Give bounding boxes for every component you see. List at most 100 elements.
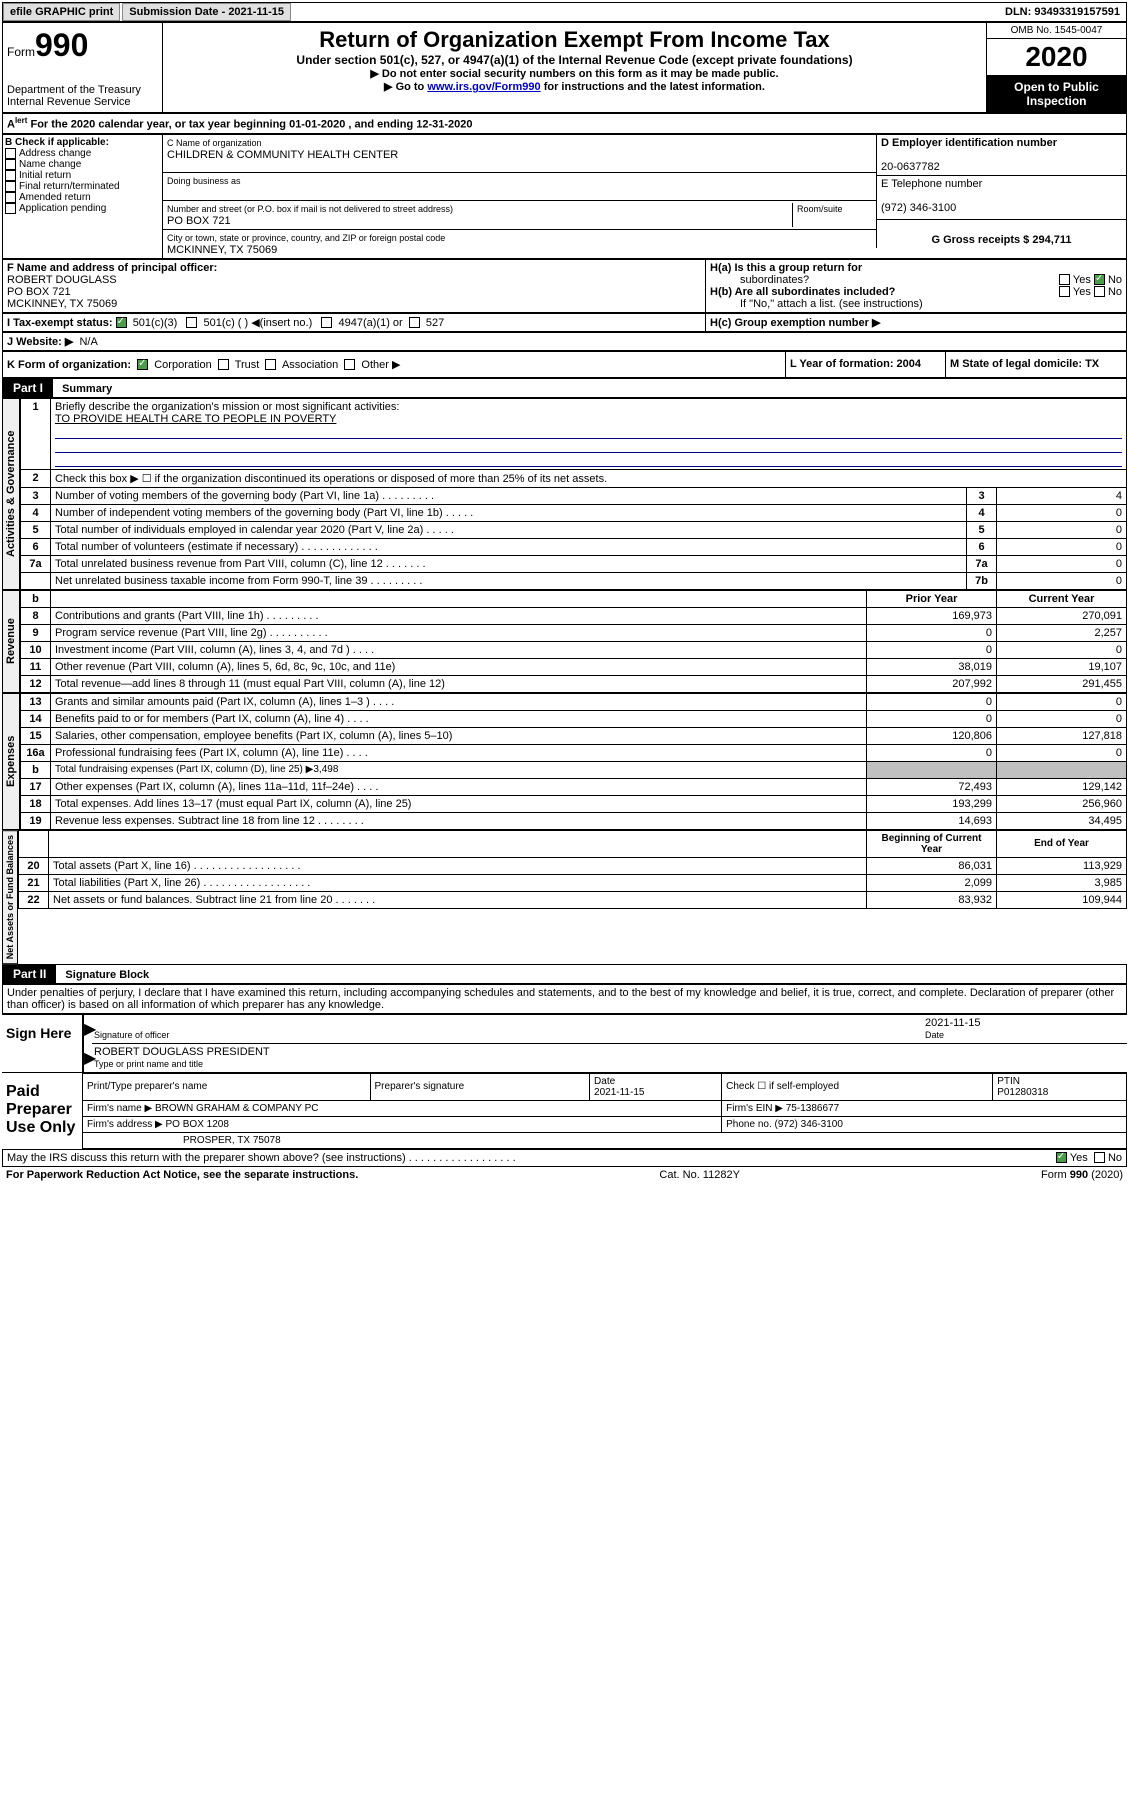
prep-date: 2021-11-15 bbox=[594, 1087, 644, 1098]
dba-label: Doing business as bbox=[167, 176, 241, 186]
year-formation: L Year of formation: 2004 bbox=[790, 358, 921, 370]
mission-text: TO PROVIDE HEALTH CARE TO PEOPLE IN POVE… bbox=[55, 413, 336, 425]
j-label: J Website: ▶ bbox=[7, 336, 73, 348]
table-row: 7aTotal unrelated business revenue from … bbox=[21, 555, 1127, 572]
chk-ha-yes[interactable] bbox=[1059, 274, 1070, 285]
part1-title: Summary bbox=[56, 383, 112, 395]
form-header: Form990 Department of the Treasury Inter… bbox=[2, 22, 1127, 113]
table-row: 19Revenue less expenses. Subtract line 1… bbox=[21, 812, 1127, 829]
b-label: B Check if applicable: bbox=[5, 137, 109, 148]
phone: (972) 346-3100 bbox=[881, 202, 956, 214]
table-row: 14Benefits paid to or for members (Part … bbox=[21, 710, 1127, 727]
self-employed-check: Check ☐ if self-employed bbox=[722, 1073, 993, 1100]
form-990-label: Form990 bbox=[7, 27, 158, 64]
website-row: J Website: ▶ N/A bbox=[2, 332, 1127, 351]
table-row: 13Grants and similar amounts paid (Part … bbox=[21, 693, 1127, 710]
table-row: bTotal fundraising expenses (Part IX, co… bbox=[21, 761, 1127, 778]
main-title: Return of Organization Exempt From Incom… bbox=[167, 27, 982, 53]
table-row: 16aProfessional fundraising fees (Part I… bbox=[21, 744, 1127, 761]
form-ref: 990 bbox=[1070, 1169, 1088, 1181]
chk-4947[interactable] bbox=[321, 317, 332, 328]
city-state-zip: MCKINNEY, TX 75069 bbox=[167, 244, 277, 256]
chk-501c[interactable] bbox=[186, 317, 197, 328]
e-label: E Telephone number bbox=[881, 178, 982, 190]
date-label: Date bbox=[925, 1030, 944, 1040]
part1-header: Part I bbox=[3, 379, 53, 397]
pra-notice: For Paperwork Reduction Act Notice, see … bbox=[6, 1169, 358, 1181]
officer-group-row: F Name and address of principal officer:… bbox=[2, 259, 1127, 313]
firm-addr2: PROSPER, TX 75078 bbox=[83, 1132, 1127, 1148]
chk-other[interactable] bbox=[344, 359, 355, 370]
f-label: F Name and address of principal officer: bbox=[7, 262, 217, 274]
table-row: 15Salaries, other compensation, employee… bbox=[21, 727, 1127, 744]
website-value: N/A bbox=[79, 336, 97, 348]
chk-501c3[interactable] bbox=[116, 317, 127, 328]
chk-discuss-no[interactable] bbox=[1094, 1152, 1105, 1163]
table-row: 11Other revenue (Part VIII, column (A), … bbox=[21, 658, 1127, 675]
side-label-na: Net Assets or Fund Balances bbox=[2, 830, 18, 964]
chk-assoc[interactable] bbox=[265, 359, 276, 370]
part2-header: Part II bbox=[3, 965, 56, 983]
table-row: 4Number of independent voting members of… bbox=[21, 504, 1127, 521]
chk-ha-no[interactable] bbox=[1094, 274, 1105, 285]
tax-year: 2020 bbox=[987, 39, 1126, 76]
efile-graphic-btn[interactable]: efile GRAPHIC print bbox=[3, 3, 120, 21]
arrow-icon: ▶ bbox=[84, 1048, 92, 1068]
chk-pending[interactable] bbox=[5, 203, 16, 214]
firm-phone: (972) 346-3100 bbox=[775, 1119, 843, 1130]
table-row: 8Contributions and grants (Part VIII, li… bbox=[21, 607, 1127, 624]
chk-527[interactable] bbox=[409, 317, 420, 328]
ein: 20-0637782 bbox=[881, 161, 940, 173]
instr-privacy: ▶ Do not enter social security numbers o… bbox=[167, 67, 982, 80]
revenue-table: bPrior YearCurrent Year 8Contributions a… bbox=[20, 590, 1127, 693]
ha-sub: subordinates? bbox=[710, 274, 809, 286]
arrow-icon: ▶ bbox=[84, 1019, 92, 1039]
d-label: D Employer identification number bbox=[881, 137, 1057, 149]
tax-status-row: I Tax-exempt status: 501(c)(3) 501(c) ( … bbox=[2, 313, 1127, 332]
firm-ein: 75-1386677 bbox=[786, 1103, 839, 1114]
table-row: 12Total revenue—add lines 8 through 11 (… bbox=[21, 675, 1127, 692]
chk-name-change[interactable] bbox=[5, 159, 16, 170]
sig-officer-label: Signature of officer bbox=[94, 1030, 169, 1040]
chk-corp[interactable] bbox=[137, 359, 148, 370]
dept-label: Department of the Treasury bbox=[7, 84, 158, 96]
prep-sig-label: Preparer's signature bbox=[370, 1073, 590, 1100]
chk-discuss-yes[interactable] bbox=[1056, 1152, 1067, 1163]
form990-link[interactable]: www.irs.gov/Form990 bbox=[427, 81, 540, 93]
chk-trust[interactable] bbox=[218, 359, 229, 370]
sign-here-label: Sign Here bbox=[2, 1015, 82, 1072]
table-row: 6Total number of volunteers (estimate if… bbox=[21, 538, 1127, 555]
officer-addr1: PO BOX 721 bbox=[7, 286, 71, 298]
chk-amended[interactable] bbox=[5, 192, 16, 203]
chk-initial-return[interactable] bbox=[5, 170, 16, 181]
officer-addr2: MCKINNEY, TX 75069 bbox=[7, 298, 117, 310]
chk-hb-no[interactable] bbox=[1094, 286, 1105, 297]
table-row: 5Total number of individuals employed in… bbox=[21, 521, 1127, 538]
dln: DLN: 93493319157591 bbox=[999, 4, 1126, 20]
chk-address-change[interactable] bbox=[5, 148, 16, 159]
ag-table: 1 Briefly describe the organization's mi… bbox=[20, 398, 1127, 590]
type-name-label: Type or print name and title bbox=[94, 1059, 203, 1069]
table-row: 3Number of voting members of the governi… bbox=[21, 487, 1127, 504]
expenses-table: 13Grants and similar amounts paid (Part … bbox=[20, 693, 1127, 830]
firm-name: BROWN GRAHAM & COMPANY PC bbox=[155, 1103, 319, 1114]
city-label: City or town, state or province, country… bbox=[167, 233, 445, 243]
subtitle: Under section 501(c), 527, or 4947(a)(1)… bbox=[167, 53, 982, 67]
k-label: K Form of organization: bbox=[7, 359, 131, 371]
open-inspection: Open to Public Inspection bbox=[987, 76, 1126, 112]
gross-receipts: G Gross receipts $ 294,711 bbox=[931, 234, 1071, 246]
officer-printed-name: ROBERT DOUGLASS PRESIDENT bbox=[94, 1046, 270, 1058]
street-address: PO BOX 721 bbox=[167, 215, 231, 227]
chk-hb-yes[interactable] bbox=[1059, 286, 1070, 297]
part2-title: Signature Block bbox=[59, 969, 149, 981]
hb-label: H(b) Are all subordinates included? bbox=[710, 286, 895, 298]
side-label-exp: Expenses bbox=[2, 693, 20, 830]
prep-name-label: Print/Type preparer's name bbox=[83, 1073, 371, 1100]
sig-date: 2021-11-15 bbox=[925, 1017, 980, 1029]
chk-final-return[interactable] bbox=[5, 181, 16, 192]
table-row: Net unrelated business taxable income fr… bbox=[21, 572, 1127, 589]
addr-label: Number and street (or P.O. box if mail i… bbox=[167, 204, 453, 214]
submission-date: Submission Date - 2021-11-15 bbox=[122, 3, 291, 21]
firm-addr1: PO BOX 1208 bbox=[166, 1119, 229, 1130]
instr-link: ▶ Go to www.irs.gov/Form990 for instruct… bbox=[167, 80, 982, 93]
